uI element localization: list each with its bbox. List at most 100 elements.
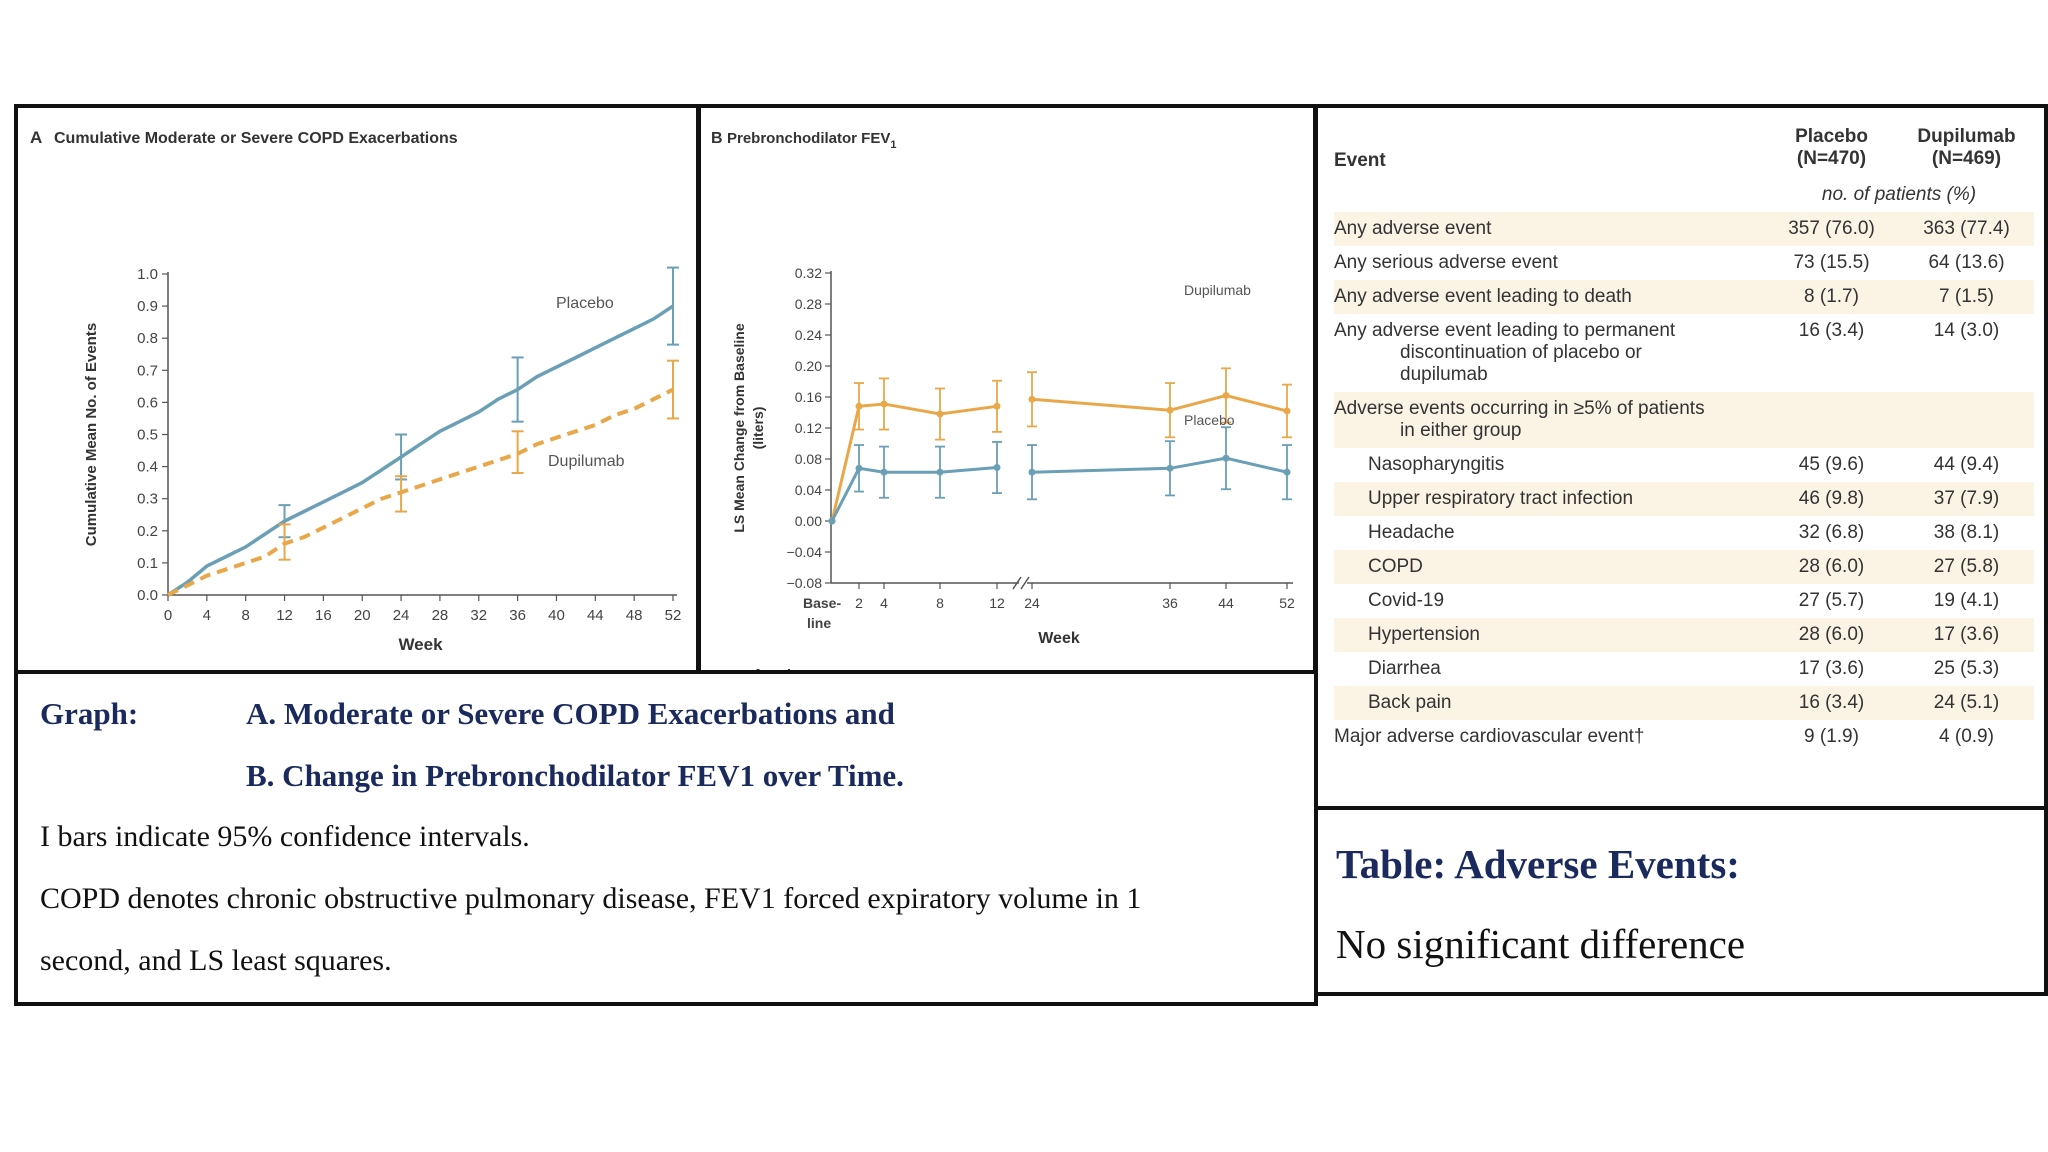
- table-row: COPD 28 (6.0) 27 (5.8): [1334, 550, 2034, 584]
- table-cell-dupilumab: 17 (3.6): [1899, 618, 2034, 652]
- chart-b-ytick-label: −0.04: [787, 544, 823, 560]
- chart-b-xtick-label: 2: [855, 595, 863, 611]
- series-label-dupilumab: Dupilumab: [1184, 282, 1251, 298]
- event-label: COPD: [1368, 556, 1423, 577]
- chart-a-xtick-label: 8: [242, 607, 250, 624]
- chart-a-xtick-label: 28: [432, 607, 449, 624]
- data-point-dupilumab: [936, 410, 944, 418]
- table-cell-placebo: 17 (3.6): [1798, 658, 1865, 679]
- table-cell-placebo: 8 (1.7): [1764, 280, 1899, 314]
- chart-b-ytick-label: −0.08: [787, 575, 823, 591]
- data-point-placebo: [1222, 454, 1230, 462]
- data-point-dupilumab: [1283, 407, 1291, 415]
- chart-a-ytick-label: 0.6: [137, 394, 158, 411]
- table-cell-dupilumab: 24 (5.1): [1899, 686, 2034, 720]
- series-line-placebo: [1031, 456, 1288, 474]
- chart-a-letter: A: [30, 128, 42, 147]
- table-cell-event: Any adverse event leading to death: [1334, 280, 1764, 314]
- chart-a-ytick-label: 0.2: [137, 523, 158, 540]
- table-cell-placebo: 28 (6.0): [1764, 550, 1899, 584]
- table-cell-event: Adverse events occurring in ≥5% of patie…: [1334, 392, 1764, 448]
- chart-b-xtick-label: 8: [936, 595, 944, 611]
- data-point-placebo: [855, 464, 863, 472]
- table-units-row: no. of patients (%): [1334, 172, 2034, 212]
- chart-b-ytick-label: 0.32: [795, 265, 822, 281]
- chart-a-ytick-label: 0.5: [137, 427, 158, 444]
- table-row: Any adverse event leading to permanent di…: [1334, 314, 2034, 392]
- adverse-events-table-panel: Event Placebo (N=470) Dupilumab (N=469) …: [1314, 104, 2048, 810]
- chart-b-ytick-label: 0.08: [795, 451, 822, 467]
- table-cell-dupilumab: 27 (5.8): [1899, 550, 2034, 584]
- table-row: Diarrhea 17 (3.6) 25 (5.3): [1334, 652, 2034, 686]
- table-cell-dupilumab: 38 (8.1): [1933, 522, 2000, 543]
- graph-caption-panel: Graph: A. Moderate or Severe COPD Exacer…: [14, 670, 1318, 1006]
- chart-a-ytick-label: 0.4: [137, 459, 158, 476]
- table-row: Any serious adverse event 73 (15.5) 64 (13…: [1334, 246, 2034, 280]
- data-point-placebo: [828, 517, 836, 525]
- table-row: Back pain 16 (3.4) 24 (5.1): [1334, 686, 2034, 720]
- chart-b-ytick-label: 0.00: [795, 513, 822, 529]
- chart-a-ytick-label: 0.0: [137, 587, 158, 604]
- table-row: Hypertension 28 (6.0) 17 (3.6): [1334, 618, 2034, 652]
- event-label: Any adverse event leading to death: [1334, 286, 1632, 307]
- caption-note-ci: I bars indicate 95% confidence intervals…: [40, 820, 530, 853]
- event-label: Upper respiratory tract infection: [1368, 488, 1634, 509]
- data-point-dupilumab: [1166, 406, 1174, 414]
- table-row: Nasopharyngitis 45 (9.6) 44 (9.4): [1334, 448, 2034, 482]
- data-point-dupilumab: [1222, 391, 1230, 399]
- chart-a-ylabel: Cumulative Mean No. of Events: [83, 323, 100, 546]
- table-cell-event: Any adverse event: [1334, 212, 1764, 246]
- table-cell-dupilumab: 14 (3.0): [1933, 320, 2000, 341]
- table-cell-placebo: 27 (5.7): [1798, 590, 1865, 611]
- table-conclusion-panel: Table: Adverse Events: No significant di…: [1314, 806, 2048, 996]
- chart-a-svg: A Cumulative Moderate or Severe COPD Exac…: [30, 128, 686, 747]
- header-dupilumab: Dupilumab (N=469): [1899, 116, 2034, 172]
- table-cell-placebo: 32 (6.8): [1798, 522, 1865, 543]
- table-cell-placebo: [1764, 392, 1899, 448]
- chart-a-xtick-label: 20: [354, 607, 371, 624]
- table-body: Any adverse event 357 (76.0) 363 (77.4) Any…: [1334, 212, 2034, 754]
- event-label: Any adverse event: [1334, 218, 1492, 239]
- table-row: Any adverse event leading to death 8 (1.7…: [1334, 280, 2034, 314]
- data-point-dupilumab: [1028, 395, 1036, 403]
- chart-b-svg: B Prebronchodilator FEV1 −0.08 −0.04 0.00 0.…: [711, 130, 1299, 751]
- axis-break-mark: [1012, 576, 1030, 590]
- event-label: Back pain: [1368, 692, 1452, 713]
- chart-a-xtick-label: 16: [315, 607, 332, 624]
- chart-b-ytick-label: 0.04: [795, 482, 822, 498]
- event-label-cont: discontinuation of placebo or dupilumab: [1400, 342, 1642, 385]
- panel-a-exacerbations: A Cumulative Moderate or Severe COPD Exac…: [14, 104, 700, 747]
- chart-a-xtick-label: 32: [470, 607, 487, 624]
- chart-b-ytick-label: 0.16: [795, 389, 822, 405]
- header-placebo-n: (N=470): [1796, 148, 1867, 169]
- table-cell-dupilumab: 4 (0.9): [1939, 726, 1994, 747]
- event-label: Major adverse cardiovascular event†: [1334, 726, 1645, 747]
- table-cell-dupilumab: 19 (4.1): [1933, 590, 2000, 611]
- header-placebo-label: Placebo: [1795, 126, 1868, 147]
- event-label: Headache: [1368, 522, 1455, 543]
- table-cell-event: Nasopharyngitis: [1334, 448, 1764, 482]
- table-cell-placebo: 16 (3.4): [1764, 686, 1899, 720]
- table-cell-placebo: 45 (9.6): [1798, 454, 1865, 475]
- chart-a-xtick-label: 4: [203, 607, 211, 624]
- event-label: Nasopharyngitis: [1368, 454, 1505, 475]
- chart-a-xtick-label: 48: [626, 607, 643, 624]
- data-point-placebo: [880, 468, 888, 476]
- chart-a-xtick-label: 12: [276, 607, 293, 624]
- chart-a-xtick-label: 0: [164, 607, 172, 624]
- chart-b-xlabel: Week: [1038, 630, 1080, 647]
- chart-b-title-group: B Prebronchodilator FEV1: [711, 130, 896, 151]
- chart-b-ytick-label: 0.20: [795, 358, 822, 374]
- chart-b-xtick-label: 44: [1218, 595, 1234, 611]
- data-point-dupilumab: [855, 402, 863, 410]
- table-cell-event: Diarrhea: [1334, 652, 1764, 686]
- caption-line-b: B. Change in Prebronchodilator FEV1 over…: [246, 758, 904, 793]
- chart-b-xtick-label: 24: [1024, 595, 1040, 611]
- table-cell-placebo: 73 (15.5): [1793, 252, 1870, 273]
- units-label: no. of patients (%): [1821, 184, 1977, 205]
- series-line-placebo: [167, 304, 674, 597]
- header-dupilumab-label: Dupilumab: [1917, 126, 2016, 147]
- table-title: Table: Adverse Events:: [1336, 841, 1740, 887]
- table-cell-event: Any serious adverse event: [1334, 246, 1764, 280]
- table-cell-event: Headache: [1334, 516, 1764, 550]
